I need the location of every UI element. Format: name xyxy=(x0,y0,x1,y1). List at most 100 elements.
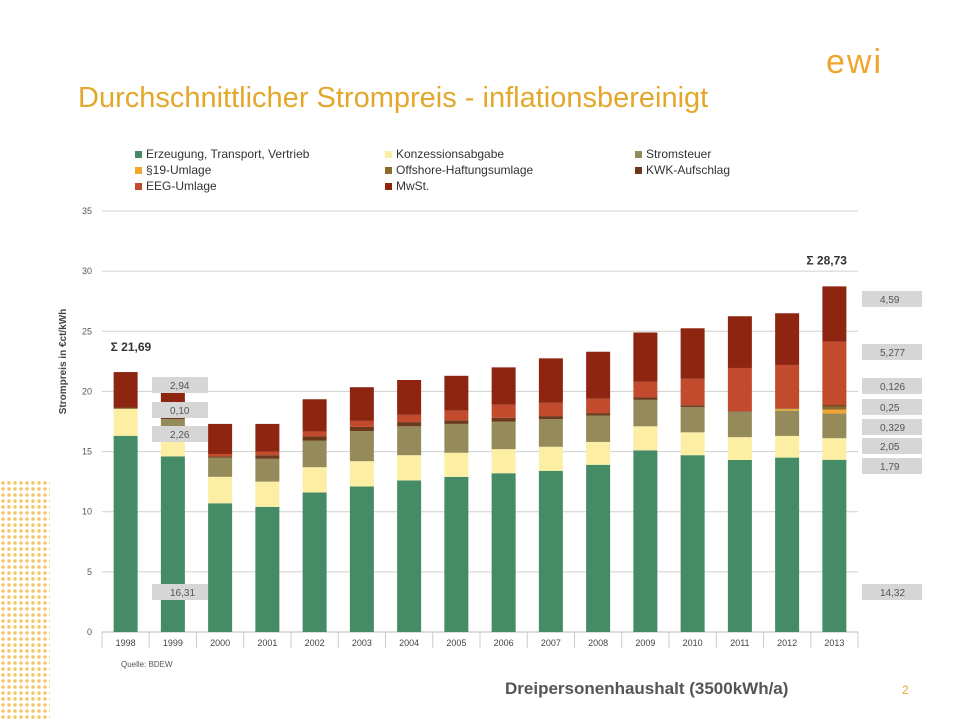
bar-segment xyxy=(255,458,280,482)
y-tick-label: 10 xyxy=(82,507,92,517)
x-tick-label: 2007 xyxy=(541,638,561,648)
bar-segment xyxy=(727,367,752,412)
bar-segment xyxy=(208,453,233,457)
y-tick-label: 30 xyxy=(82,266,92,276)
callout-label: 14,32 xyxy=(880,588,905,599)
legend-swatch xyxy=(635,166,642,174)
page-title: Durchschnittlicher Strompreis - inflatio… xyxy=(78,82,709,114)
bar-segment xyxy=(727,411,752,412)
bar-segment xyxy=(586,464,611,632)
bar-segment xyxy=(444,410,469,421)
bar-segment xyxy=(586,441,611,465)
bar-segment xyxy=(160,419,185,430)
callout-label: 2,26 xyxy=(170,430,190,441)
x-tick-label: 2012 xyxy=(777,638,797,648)
legend-swatch xyxy=(385,166,392,174)
bar-segment xyxy=(160,417,185,420)
bar-segment xyxy=(208,457,233,477)
bar-segment xyxy=(775,457,800,632)
bar-segment xyxy=(349,420,374,427)
legend-item: Erzeugung, Transport, Vertrieb xyxy=(135,147,309,161)
bar-segment xyxy=(349,431,374,462)
bar-segment xyxy=(633,397,658,400)
bar-segment xyxy=(255,481,280,507)
bar-segment xyxy=(775,364,800,409)
bar-segment xyxy=(491,417,516,422)
x-tick-label: 2006 xyxy=(494,638,514,648)
bar-segment xyxy=(538,419,563,447)
x-tick-label: 2013 xyxy=(824,638,844,648)
bar-segment xyxy=(822,405,847,407)
legend-item: KWK-Aufschlag xyxy=(635,163,730,177)
callout-label: 5,277 xyxy=(880,348,905,359)
bar-segment xyxy=(491,404,516,418)
callout-box xyxy=(862,344,922,360)
decorative-dot-pattern xyxy=(0,480,50,720)
bar-segment xyxy=(349,387,374,421)
bar-segment xyxy=(349,486,374,632)
legend-item: Offshore-Haftungsumlage xyxy=(385,163,533,177)
y-tick-label: 15 xyxy=(82,447,92,457)
bar-segment xyxy=(538,470,563,632)
legend-swatch xyxy=(385,150,392,158)
bar-segment xyxy=(822,413,847,439)
logo-text: ewi xyxy=(826,44,883,78)
callout-label: 0,329 xyxy=(880,423,905,434)
y-tick-label: 20 xyxy=(82,386,92,396)
x-tick-label: 2002 xyxy=(305,638,325,648)
bar-segment xyxy=(775,408,800,411)
bar-segment xyxy=(444,423,469,453)
bar-segment xyxy=(255,451,280,456)
bar-segment xyxy=(160,456,185,632)
bar-segment xyxy=(727,411,752,438)
legend-item: Konzessionsabgabe xyxy=(385,147,504,161)
bar-segment xyxy=(680,432,705,456)
bar-segment xyxy=(822,406,847,410)
bar-segment xyxy=(633,426,658,451)
bar-segment xyxy=(680,378,705,406)
x-tick-label: 1998 xyxy=(116,638,136,648)
bar-segment xyxy=(775,408,800,409)
x-tick-label: 2009 xyxy=(635,638,655,648)
bar-segment xyxy=(444,375,469,411)
bar-segment xyxy=(208,476,233,504)
bar-segment xyxy=(586,351,611,399)
bar-segment xyxy=(586,415,611,442)
bar-segment xyxy=(491,421,516,450)
source-note: Quelle: BDEW xyxy=(121,660,173,669)
callout-box xyxy=(862,584,922,600)
bar-segment xyxy=(255,455,280,459)
legend-swatch xyxy=(135,166,142,174)
bar-segment xyxy=(397,426,422,456)
page-number: 2 xyxy=(902,683,909,697)
legend-item: EEG-Umlage xyxy=(135,179,217,193)
bar-segment xyxy=(680,328,705,379)
callout-label: 0,126 xyxy=(880,382,905,393)
bar-segment xyxy=(208,423,233,454)
callout-label: 1,79 xyxy=(880,462,900,473)
callout-label: 4,59 xyxy=(880,295,900,306)
legend-label: Konzessionsabgabe xyxy=(396,147,505,161)
x-tick-label: 2000 xyxy=(210,638,230,648)
callout-box xyxy=(862,438,922,454)
bar-segment xyxy=(302,399,327,432)
bar-segment xyxy=(775,435,800,458)
x-tick-label: 2011 xyxy=(730,638,749,648)
y-tick-label: 25 xyxy=(82,326,92,336)
bar-segment xyxy=(727,459,752,632)
bar-segment xyxy=(113,372,138,408)
bar-segment xyxy=(680,455,705,632)
bar-segment xyxy=(538,402,563,417)
bar-segment xyxy=(302,440,327,468)
bar-segment xyxy=(302,492,327,632)
bar-segment xyxy=(113,407,138,409)
legend-item: §19-Umlage xyxy=(135,163,211,177)
callout-box xyxy=(862,419,922,435)
bar-segment xyxy=(586,413,611,416)
bar-segment xyxy=(302,436,327,441)
bar-segment xyxy=(822,438,847,460)
bar-segment xyxy=(775,313,800,365)
x-tick-label: 2010 xyxy=(683,638,703,648)
legend-label: MwSt. xyxy=(396,179,430,193)
bar-segment xyxy=(397,455,422,481)
